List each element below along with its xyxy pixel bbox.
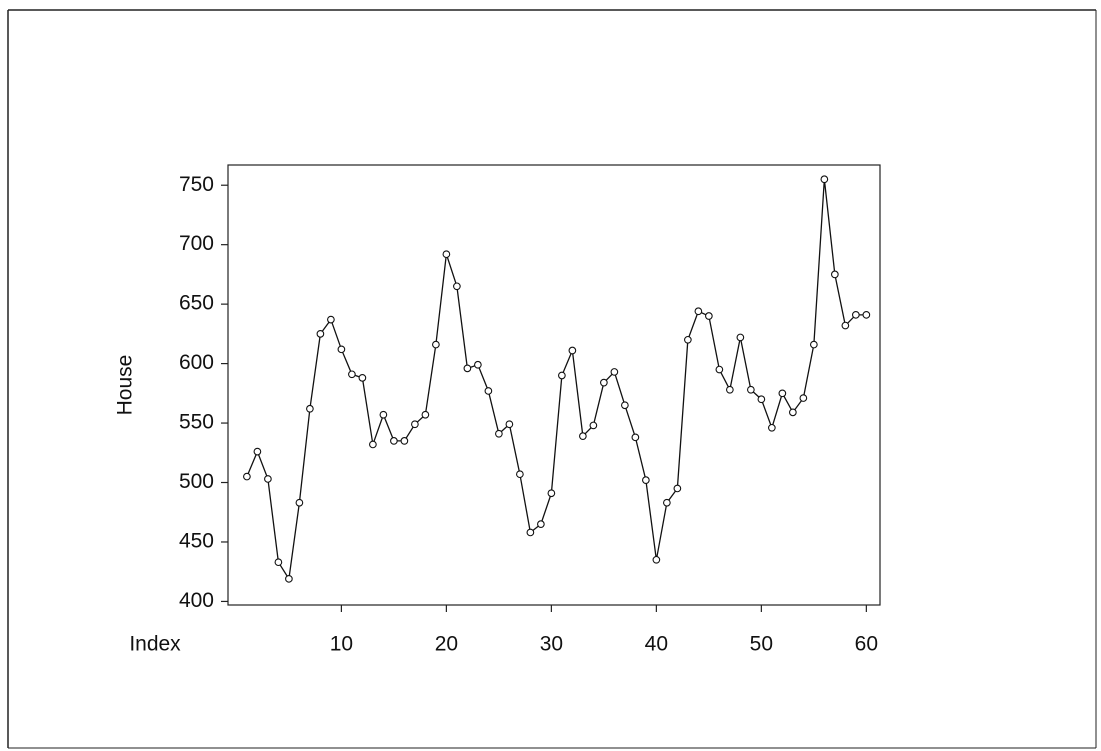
data-point (474, 360, 482, 369)
y-tick-label: 550 (179, 411, 214, 434)
data-point (799, 394, 808, 402)
y-tick-label: 500 (179, 470, 214, 493)
data-point (379, 410, 388, 419)
data-point (831, 270, 839, 279)
data-point (610, 368, 619, 376)
x-tick-label: 30 (540, 633, 563, 656)
plot-frame (227, 164, 881, 606)
x-tick-label: 50 (750, 633, 773, 656)
y-tick-label: 650 (179, 292, 214, 315)
data-point (484, 387, 493, 395)
x-tick-label: 10 (330, 633, 353, 656)
y-tick-label: 450 (179, 530, 214, 553)
data-point (757, 395, 766, 404)
x-axis-label: Index (129, 633, 181, 656)
data-point (316, 330, 325, 338)
data-point (652, 555, 661, 564)
data-line (246, 179, 867, 581)
data-point (526, 528, 535, 537)
data-point (663, 498, 671, 507)
data-point (348, 370, 356, 379)
data-point (589, 421, 598, 430)
y-tick-label: 400 (179, 589, 214, 612)
x-tick-label: 60 (855, 633, 878, 656)
data-point (390, 437, 398, 445)
data-point (295, 498, 304, 507)
data-point (736, 333, 745, 342)
data-point (337, 345, 346, 354)
data-point (705, 312, 713, 320)
data-point (810, 340, 818, 349)
data-point (264, 475, 272, 483)
data-point (516, 470, 524, 479)
data-point (537, 520, 545, 528)
data-point (684, 335, 692, 344)
data-point (642, 476, 650, 484)
y-axis-label: House (114, 355, 137, 416)
data-point (411, 420, 419, 429)
data-point (243, 472, 251, 481)
data-point (789, 408, 797, 417)
x-tick-label: 20 (435, 633, 458, 656)
y-tick-label: 600 (179, 351, 214, 374)
data-point (442, 250, 451, 259)
data-point (694, 307, 703, 316)
data-point (369, 440, 377, 449)
data-point (253, 447, 262, 456)
data-point (747, 385, 755, 394)
data-point (358, 374, 367, 382)
data-point (579, 432, 587, 440)
data-point (463, 364, 472, 373)
data-point (715, 365, 724, 374)
data-point (778, 389, 787, 398)
data-point (453, 282, 461, 291)
data-point (558, 371, 566, 380)
data-point (862, 310, 871, 319)
data-point (568, 346, 577, 355)
data-point (600, 378, 608, 387)
data-point (841, 321, 850, 330)
data-point (400, 437, 409, 445)
x-tick-label: 40 (645, 633, 668, 656)
data-point (726, 385, 734, 394)
data-point (820, 175, 829, 184)
data-point (274, 558, 283, 567)
data-point (327, 315, 335, 324)
data-point (852, 310, 860, 319)
data-point (768, 423, 776, 432)
data-point (547, 489, 556, 498)
data-point (621, 401, 629, 410)
data-point (495, 429, 503, 438)
data-point (505, 420, 514, 429)
y-tick-label: 700 (179, 232, 214, 255)
data-point (306, 404, 314, 413)
y-tick-label: 750 (179, 173, 214, 196)
data-point (421, 410, 430, 419)
data-point (631, 433, 640, 442)
data-point (673, 484, 682, 493)
data-point (432, 340, 440, 349)
data-point (285, 574, 293, 583)
